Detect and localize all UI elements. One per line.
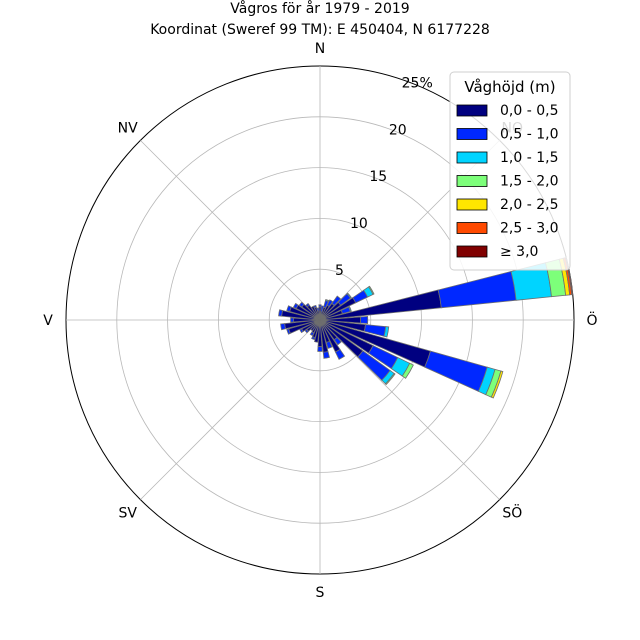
grid-spoke [319, 319, 500, 500]
legend-label: 1,0 - 1,5 [500, 150, 558, 166]
rose-sector-segment [318, 304, 322, 308]
rose-sector-segment [437, 270, 517, 309]
legend-swatch [456, 245, 488, 258]
compass-label: Ö [586, 311, 597, 329]
rose-sector-segment [326, 299, 334, 308]
grid-spoke [140, 140, 321, 321]
rose-sector-segment [424, 350, 488, 392]
radial-tick-labels: 5 10 15 20 25% [335, 75, 433, 279]
legend-label: 0,0 - 0,5 [500, 103, 558, 119]
radial-tick-label: 15 [369, 169, 387, 185]
legend-swatch [456, 151, 488, 164]
rose-sector-segment [299, 328, 304, 334]
rose-sector-segment [360, 316, 369, 324]
chart-subtitle: Koordinat (Sweref 99 TM): E 450404, N 61… [150, 22, 490, 38]
rose-sector-segment [368, 285, 375, 295]
legend: Våghöjd (m) 0,0 - 0,5 0,5 - 1,0 1,0 - 1,5 1… [449, 71, 571, 271]
legend-swatch [456, 128, 488, 140]
legend-swatch [456, 104, 488, 117]
rose-sector-segment [333, 336, 342, 346]
rose-sector-segment [384, 372, 396, 386]
legend-label: 1,5 - 2,0 [500, 174, 558, 190]
rose-sector-segment [305, 302, 310, 308]
rose-sector-segment [325, 340, 333, 349]
legend-swatch [456, 175, 488, 187]
compass-label: V [43, 313, 53, 329]
legend-label: ≥ 3,0 [500, 244, 538, 260]
legend-label: 2,0 - 2,5 [500, 197, 558, 213]
rose-sector-segment [311, 336, 316, 341]
rose-sector-segment [490, 370, 504, 399]
legend-items: 0,0 - 0,5 0,5 - 1,0 1,0 - 1,5 1,5 - 2,0 2,0 … [456, 103, 558, 260]
rose-sector-segment [331, 295, 342, 307]
rose-sector-segment [278, 309, 284, 317]
legend-swatch [456, 222, 488, 234]
chart-title: Vågros för år 1979 - 2019 [230, 0, 409, 17]
rose-sector-segment [346, 292, 352, 299]
radial-tick-label: 20 [389, 122, 407, 138]
rose-sector-segment [334, 348, 346, 360]
legend-swatch [456, 198, 488, 211]
rose-sector-segment [383, 326, 390, 338]
rose-sector-segment [316, 307, 320, 312]
rose-sector-segment [348, 306, 352, 312]
legend-label: 0,5 - 1,0 [500, 127, 558, 143]
rose-sector-segment [286, 305, 292, 312]
rose-sectors [278, 256, 574, 399]
compass-label: S [316, 585, 325, 601]
rose-sector-segment [309, 331, 315, 337]
legend-title: Våghöjd (m) [464, 78, 555, 96]
radial-tick-label: 10 [350, 216, 368, 232]
radial-tick-label: 5 [335, 263, 344, 279]
rose-sector-segment [325, 298, 330, 302]
compass-label: NV [118, 121, 138, 137]
compass-label: SÖ [502, 503, 522, 521]
compass-labels: NNOÖSÖSSVVNV [43, 41, 597, 601]
rose-sector-segment [286, 328, 291, 335]
rose-sector-segment [280, 323, 287, 331]
rose-sector-segment [292, 302, 299, 310]
rose-sector-segment [298, 301, 305, 308]
rose-sector-segment [401, 362, 414, 379]
rose-sector-segment [317, 345, 323, 352]
rose-sector-segment [313, 304, 317, 309]
legend-label: 2,5 - 3,0 [500, 221, 558, 237]
grid-spoke [140, 319, 321, 500]
compass-label: SV [118, 505, 137, 521]
radial-tick-label: 25% [402, 75, 433, 91]
rose-sector-segment [290, 317, 295, 323]
compass-label: N [315, 41, 325, 57]
legend-box [449, 71, 571, 271]
rose-sector-segment [304, 328, 309, 334]
polar-grid [65, 65, 575, 575]
rose-sector-segment [322, 351, 330, 359]
